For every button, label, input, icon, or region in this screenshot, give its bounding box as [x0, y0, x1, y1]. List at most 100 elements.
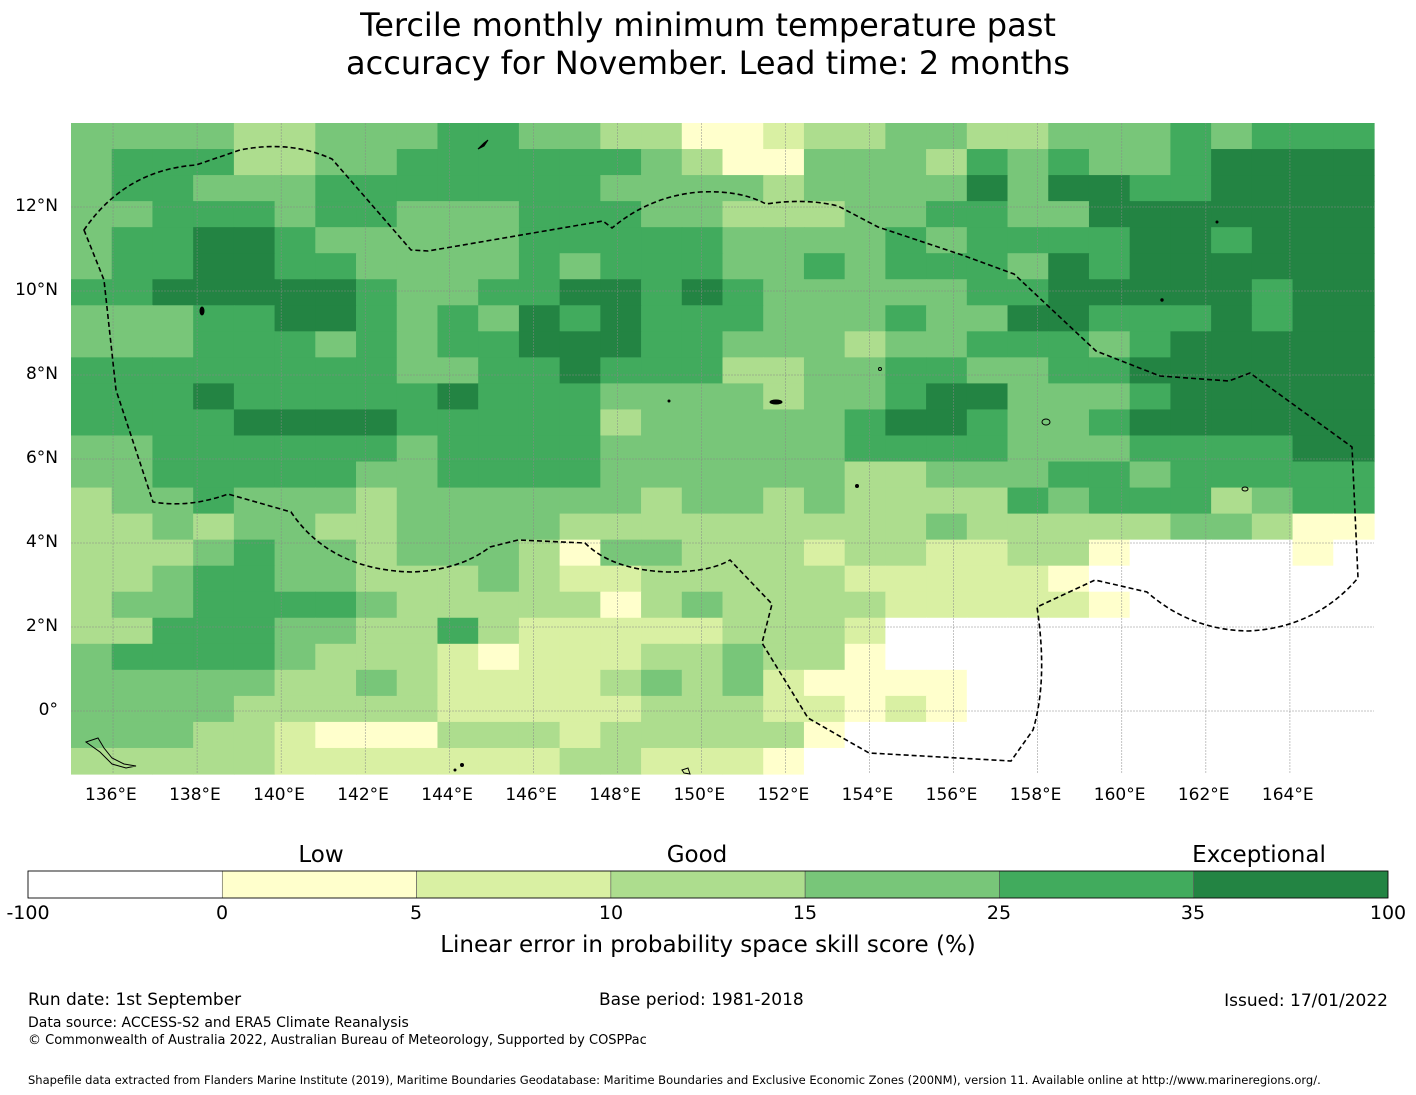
- grid-cell: [1170, 591, 1212, 619]
- grid-cell: [1088, 617, 1131, 645]
- grid-cell: [356, 331, 398, 358]
- grid-cell: [966, 409, 1009, 437]
- grid-cell: [193, 513, 235, 541]
- grid-cell: [396, 487, 439, 515]
- grid-cell: [152, 539, 194, 567]
- grid-cell: [193, 747, 235, 775]
- grid-cell: [1170, 695, 1212, 723]
- grid-cell: [233, 643, 276, 671]
- grid-cell: [518, 565, 561, 593]
- grid-cell: [1170, 357, 1212, 384]
- grid-cell: [396, 149, 439, 176]
- grid-cell: [193, 565, 235, 593]
- grid-cell: [600, 279, 642, 306]
- grid-cell: [926, 643, 968, 671]
- grid-cell: [641, 305, 683, 332]
- grid-cell: [763, 357, 805, 384]
- grid-cell: [437, 383, 479, 411]
- category-exceptional: Exceptional: [1192, 842, 1326, 868]
- grid-cell: [233, 409, 276, 437]
- grid-cell: [315, 461, 357, 489]
- grid-cell: [966, 669, 1009, 697]
- grid-cell: [681, 123, 724, 150]
- grid-cell: [966, 461, 1009, 489]
- grid-cell: [71, 565, 113, 593]
- grid-cell: [356, 383, 398, 411]
- grid-cell: [478, 409, 520, 437]
- grid-cell: [1292, 279, 1334, 306]
- grid-cell: [1129, 409, 1172, 437]
- grid-cell: [152, 201, 194, 228]
- grid-cell: [396, 513, 439, 541]
- grid-cell: [1211, 227, 1253, 254]
- grid-cell: [1088, 643, 1131, 671]
- grid-cell: [966, 565, 1009, 593]
- grid-cell: [1333, 383, 1375, 411]
- grid-cell: [641, 695, 683, 723]
- grid-cell: [518, 591, 561, 619]
- grid-cell: [274, 695, 316, 723]
- grid-cell: [1048, 565, 1090, 593]
- grid-cell: [1211, 149, 1253, 176]
- grid-cell: [722, 487, 764, 515]
- grid-cell: [641, 227, 683, 254]
- grid-cell: [71, 747, 113, 775]
- grid-cell: [1048, 669, 1090, 697]
- grid-cell: [1170, 721, 1212, 749]
- grid-cell: [233, 253, 276, 280]
- grid-cell: [152, 409, 194, 437]
- grid-cell: [1007, 669, 1049, 697]
- grid-cell: [71, 305, 113, 332]
- grid-cell: [844, 435, 886, 463]
- grid-cell: [1333, 513, 1375, 541]
- grid-cell: [437, 487, 479, 515]
- grid-cell: [1129, 461, 1172, 489]
- grid-cell: [396, 643, 439, 671]
- grid-cell: [1333, 227, 1375, 254]
- grid-cell: [803, 669, 846, 697]
- grid-cell: [356, 357, 398, 384]
- grid-cell: [1048, 175, 1090, 202]
- grid-cell: [966, 591, 1009, 619]
- grid-cell: [600, 539, 642, 567]
- grid-cell: [844, 669, 886, 697]
- grid-cell: [1251, 227, 1294, 254]
- grid-cell: [641, 149, 683, 176]
- grid-cell: [926, 591, 968, 619]
- grid-cell: [966, 201, 1009, 228]
- grid-cell: [681, 331, 724, 358]
- grid-cell: [1129, 383, 1172, 411]
- grid-cell: [478, 305, 520, 332]
- longitude-tick-label: 162°E: [1177, 785, 1230, 805]
- grid-cell: [600, 747, 642, 775]
- grid-cell: [803, 227, 846, 254]
- grid-cell: [1251, 747, 1294, 775]
- grid-cell: [111, 721, 154, 749]
- grid-cell: [681, 357, 724, 384]
- grid-cell: [478, 149, 520, 176]
- longitude-tick-label: 148°E: [589, 785, 642, 805]
- grid-cell: [681, 383, 724, 411]
- longitude-tick-label: 146°E: [505, 785, 558, 805]
- grid-cell: [193, 149, 235, 176]
- grid-cell: [396, 175, 439, 202]
- grid-cell: [641, 175, 683, 202]
- grid-cell: [966, 253, 1009, 280]
- grid-cell: [763, 565, 805, 593]
- grid-cell: [315, 721, 357, 749]
- grid-cell: [233, 539, 276, 567]
- grid-cell: [1007, 123, 1049, 150]
- grid-cell: [111, 643, 154, 671]
- grid-cell: [926, 175, 968, 202]
- grid-cell: [315, 617, 357, 645]
- grid-cell: [844, 305, 886, 332]
- grid-cell: [559, 305, 601, 332]
- grid-cell: [1088, 279, 1131, 306]
- grid-cell: [885, 279, 927, 306]
- grid-cell: [763, 487, 805, 515]
- grid-cell: [641, 721, 683, 749]
- grid-cell: [844, 201, 886, 228]
- grid-cell: [437, 565, 479, 593]
- grid-cell: [926, 279, 968, 306]
- grid-cell: [1088, 149, 1131, 176]
